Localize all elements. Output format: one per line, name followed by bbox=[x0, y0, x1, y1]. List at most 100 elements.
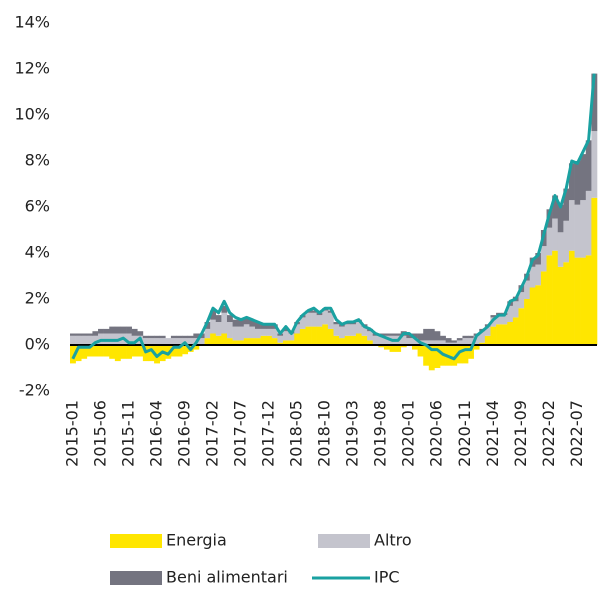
bar-segment bbox=[367, 340, 374, 345]
bar-segment bbox=[294, 333, 301, 345]
bar-segment bbox=[109, 326, 116, 334]
bar-segment bbox=[563, 220, 570, 263]
legend-swatch bbox=[110, 571, 162, 585]
bar-segment bbox=[126, 333, 132, 345]
bar-segment bbox=[232, 319, 239, 327]
bar-segment bbox=[243, 317, 250, 325]
bar-segment bbox=[468, 338, 474, 345]
bar-segment bbox=[70, 345, 76, 364]
bar-segment bbox=[529, 287, 536, 345]
bar-segment bbox=[98, 328, 104, 334]
bar-segment bbox=[159, 338, 166, 345]
bar-segment bbox=[552, 195, 559, 219]
bar-segment bbox=[311, 312, 317, 327]
bar-segment bbox=[210, 310, 217, 320]
legend-swatch bbox=[110, 534, 162, 548]
y-tick-label: 4% bbox=[25, 243, 50, 262]
bar-segment bbox=[120, 345, 127, 359]
bar-segment bbox=[103, 328, 110, 334]
y-tick-label: -2% bbox=[19, 381, 50, 400]
bar-segment bbox=[283, 328, 289, 332]
bar-segment bbox=[434, 340, 441, 345]
bar-segment bbox=[131, 345, 138, 357]
x-tick-label: 2019-03 bbox=[343, 400, 362, 467]
bar-segment bbox=[361, 326, 368, 336]
bar-segment bbox=[283, 340, 289, 345]
bar-segment bbox=[512, 301, 519, 318]
bar-segment bbox=[154, 338, 161, 345]
bar-segment bbox=[92, 331, 99, 336]
bar-segment bbox=[591, 131, 598, 198]
bar-segment bbox=[92, 345, 99, 357]
bar-segment bbox=[456, 340, 463, 345]
bar-segment bbox=[423, 345, 430, 366]
bar-segment bbox=[305, 326, 312, 345]
bar-segment bbox=[137, 331, 144, 336]
bar-segment bbox=[142, 338, 149, 345]
bar-segment bbox=[86, 345, 93, 357]
bar-segment bbox=[400, 345, 407, 348]
bar-segment bbox=[417, 333, 424, 341]
bar-segment bbox=[512, 317, 519, 345]
bar-segment bbox=[226, 315, 233, 322]
bar-segment bbox=[327, 328, 334, 345]
bar-segment bbox=[440, 340, 446, 345]
bar-segment bbox=[103, 345, 110, 357]
bar-segment bbox=[501, 324, 508, 345]
bar-segment bbox=[411, 338, 418, 345]
bar-segment bbox=[339, 338, 346, 345]
x-tick-label: 2021-09 bbox=[511, 400, 530, 467]
bar-segment bbox=[249, 326, 256, 339]
bar-segment bbox=[232, 340, 239, 345]
x-tick-label: 2015-06 bbox=[90, 400, 109, 467]
bar-segment bbox=[316, 315, 323, 327]
bar-segment bbox=[568, 250, 575, 345]
bar-segment bbox=[243, 324, 250, 339]
bar-segment bbox=[490, 326, 497, 345]
bar-segment bbox=[355, 333, 362, 345]
bar-segment bbox=[311, 326, 317, 345]
bar-segment bbox=[546, 255, 553, 345]
bar-segment bbox=[126, 345, 132, 359]
y-tick-label: 6% bbox=[25, 197, 50, 216]
bar-segment bbox=[221, 312, 228, 334]
x-tick-label: 2016-04 bbox=[146, 400, 165, 467]
bar-segment bbox=[288, 340, 295, 345]
x-tick-label: 2020-11 bbox=[455, 400, 474, 467]
bar-segment bbox=[440, 335, 446, 341]
bar-segment bbox=[288, 333, 295, 341]
bar-segment bbox=[585, 190, 592, 256]
bar-segment bbox=[198, 338, 205, 345]
bar-segment bbox=[456, 345, 463, 364]
bar-segment bbox=[456, 338, 463, 341]
bar-segment bbox=[557, 204, 564, 233]
bar-segment bbox=[445, 338, 452, 343]
bar-segment bbox=[204, 338, 211, 345]
bar-segment bbox=[148, 335, 155, 339]
bar-segment bbox=[378, 345, 385, 348]
bar-segment bbox=[518, 292, 525, 309]
bar-segment bbox=[591, 73, 598, 132]
bar-segment bbox=[395, 333, 402, 336]
bar-segment bbox=[462, 335, 469, 339]
bar-segment bbox=[215, 335, 222, 345]
bar-segment bbox=[479, 331, 486, 343]
x-tick-label: 2019-08 bbox=[371, 400, 390, 467]
bar-segment bbox=[131, 328, 138, 336]
bar-segment bbox=[299, 317, 306, 329]
bar-segment bbox=[226, 322, 233, 339]
bar-segment bbox=[170, 345, 177, 357]
bar-segment bbox=[70, 335, 76, 345]
bar-segment bbox=[580, 200, 587, 258]
bar-segment bbox=[277, 342, 284, 345]
bar-segment bbox=[81, 335, 88, 345]
bar-segment bbox=[372, 335, 379, 345]
bar-segment bbox=[305, 312, 312, 327]
bar-segment bbox=[311, 310, 317, 313]
bar-segment bbox=[294, 324, 301, 334]
bar-segment bbox=[339, 326, 346, 339]
bar-segment bbox=[154, 335, 161, 339]
bar-segment bbox=[255, 322, 261, 329]
bar-segment bbox=[187, 338, 194, 345]
